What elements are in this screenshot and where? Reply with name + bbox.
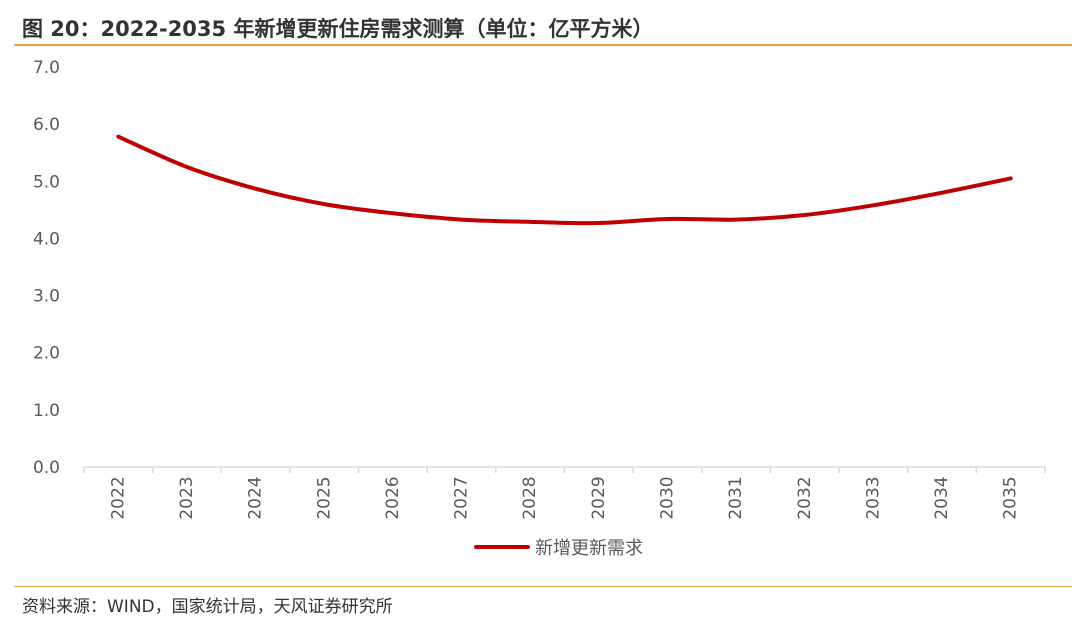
chart-title: 图 20：2022-2035 年新增更新住房需求测算（单位：亿平方米） [22,17,654,41]
x-tick-label: 2022 [108,476,128,519]
y-tick-label: 7.0 [33,58,60,78]
x-axis-labels: 2022 2023 2024 2025 2026 2027 2028 2029 2030 2031… [108,476,1020,519]
x-tick-label: 2025 [314,476,334,519]
series-layer [116,134,1013,226]
y-tick-label: 2.0 [33,344,60,364]
x-tick-label: 2035 [1001,476,1021,519]
x-tick-label: 2032 [795,476,815,519]
x-tick-label: 2031 [726,476,746,519]
x-tick-label: 2028 [520,476,540,519]
y-tick-label: 0.0 [33,458,60,478]
title-divider [14,44,1072,46]
x-tick-label: 2026 [383,476,403,519]
x-tick-label: 2030 [657,476,677,519]
y-tick-label: 4.0 [33,229,60,249]
y-tick-label: 1.0 [33,401,60,421]
y-axis-labels: 0.0 1.0 2.0 3.0 4.0 5.0 6.0 7.0 [33,58,60,478]
x-tick-label: 2024 [246,476,266,519]
y-tick-label: 5.0 [33,172,60,192]
x-tick-label: 2027 [452,476,472,519]
footer-divider [14,586,1072,587]
x-tick-label: 2034 [932,476,952,519]
x-tick-label: 2023 [177,476,197,519]
y-tick-label: 6.0 [33,115,60,135]
series-line [116,134,1013,226]
source-note: 资料来源：WIND，国家统计局，天风证券研究所 [22,597,393,617]
x-tick-label: 2029 [589,476,609,519]
legend-label: 新增更新需求 [535,538,643,559]
x-tick-label: 2033 [863,476,883,519]
legend: 新增更新需求 [474,538,643,559]
y-tick-label: 3.0 [33,287,60,307]
x-axis [83,466,1046,473]
